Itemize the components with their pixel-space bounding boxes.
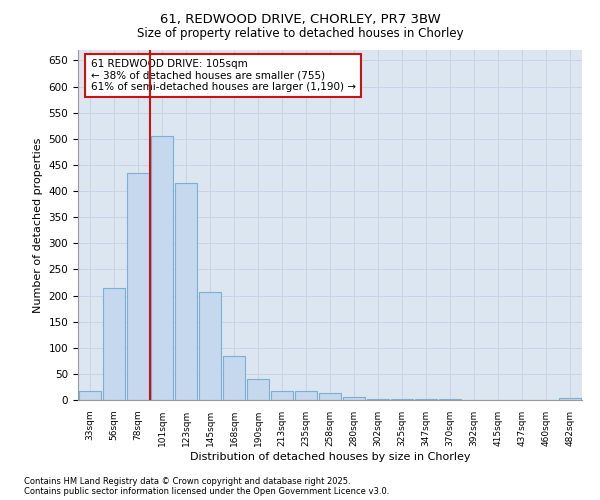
Text: Contains HM Land Registry data © Crown copyright and database right 2025.: Contains HM Land Registry data © Crown c… <box>24 477 350 486</box>
Text: Contains public sector information licensed under the Open Government Licence v3: Contains public sector information licen… <box>24 487 389 496</box>
Y-axis label: Number of detached properties: Number of detached properties <box>33 138 43 312</box>
Bar <box>319 393 341 400</box>
Bar <box>103 288 125 400</box>
Bar <box>247 379 269 400</box>
Bar <box>559 398 581 400</box>
Text: 61 REDWOOD DRIVE: 105sqm
← 38% of detached houses are smaller (755)
61% of semi-: 61 REDWOOD DRIVE: 105sqm ← 38% of detach… <box>91 59 356 92</box>
Bar <box>367 399 389 400</box>
Text: 61, REDWOOD DRIVE, CHORLEY, PR7 3BW: 61, REDWOOD DRIVE, CHORLEY, PR7 3BW <box>160 12 440 26</box>
Bar <box>223 356 245 400</box>
Bar <box>343 398 365 400</box>
Bar <box>175 183 197 400</box>
Bar <box>199 292 221 400</box>
Bar <box>79 390 101 400</box>
Text: Size of property relative to detached houses in Chorley: Size of property relative to detached ho… <box>137 28 463 40</box>
Bar <box>295 391 317 400</box>
X-axis label: Distribution of detached houses by size in Chorley: Distribution of detached houses by size … <box>190 452 470 462</box>
Bar <box>151 136 173 400</box>
Bar <box>271 390 293 400</box>
Bar <box>127 173 149 400</box>
